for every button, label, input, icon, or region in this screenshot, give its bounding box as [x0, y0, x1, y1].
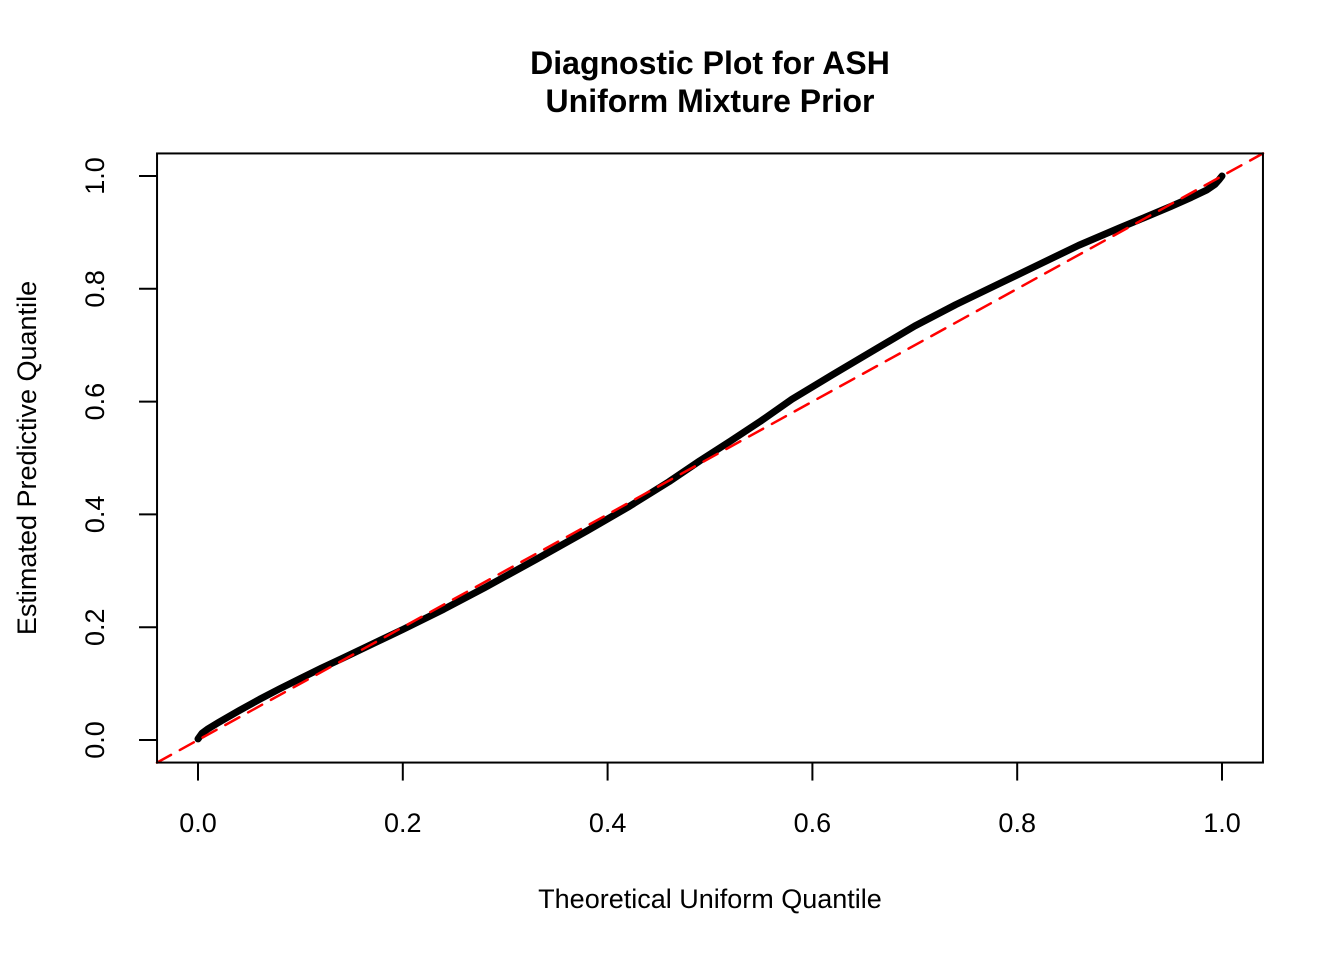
identity-reference-line	[155, 152, 1265, 764]
y-tick-label: 0.0	[80, 721, 110, 759]
chart-title-line-1: Diagnostic Plot for ASH	[530, 45, 890, 81]
y-tick-label: 0.6	[80, 383, 110, 421]
x-tick-label: 0.8	[998, 808, 1036, 838]
x-tick-label: 1.0	[1203, 808, 1241, 838]
y-tick-label: 1.0	[80, 157, 110, 195]
y-axis: 0.0 0.2 0.4 0.6 0.8 1.0	[80, 157, 158, 759]
y-axis-title: Estimated Predictive Quantile	[12, 281, 42, 635]
y-tick-label: 0.8	[80, 270, 110, 308]
x-tick-label: 0.4	[589, 808, 627, 838]
x-tick-label: 0.2	[384, 808, 422, 838]
x-tick-label: 0.6	[794, 808, 832, 838]
x-tick-label: 0.0	[179, 808, 217, 838]
x-axis: 0.0 0.2 0.4 0.6 0.8 1.0	[179, 762, 1241, 838]
series-layer	[155, 152, 1265, 764]
chart-title-line-2: Uniform Mixture Prior	[546, 83, 875, 119]
plot-frame-layer	[156, 152, 1264, 764]
y-tick-label: 0.2	[80, 608, 110, 646]
y-tick-label: 0.4	[80, 496, 110, 534]
estimated-predictive-quantile-curve	[194, 172, 1226, 743]
x-axis-title: Theoretical Uniform Quantile	[538, 884, 882, 914]
plot-box	[156, 152, 1264, 764]
